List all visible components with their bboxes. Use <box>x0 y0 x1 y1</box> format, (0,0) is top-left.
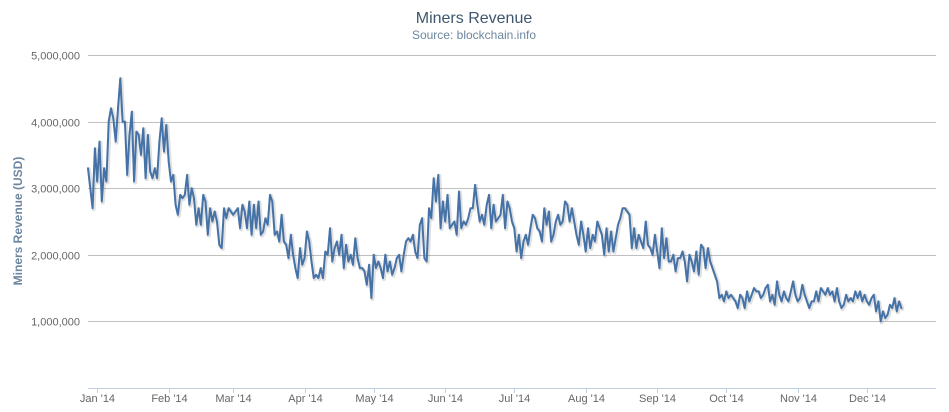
y-tick-label: 2,000,000 <box>31 251 80 263</box>
x-tick-label: Oct '14 <box>709 393 744 405</box>
y-tick-label: 3,000,000 <box>31 184 80 196</box>
x-tick-label: Dec '14 <box>849 393 886 405</box>
x-tick-label: Sep '14 <box>639 393 676 405</box>
gridlines <box>88 55 936 322</box>
y-axis-label: Miners Revenue (USD) <box>11 157 25 286</box>
x-tick-label: Nov '14 <box>780 393 817 405</box>
y-tick-label: 4,000,000 <box>31 118 80 130</box>
x-tick-label: Aug '14 <box>568 393 605 405</box>
chart-subtitle: Source: blockchain.info <box>412 28 536 42</box>
x-tick-label: Jul '14 <box>499 393 530 405</box>
y-tick-label: 1,000,000 <box>31 317 80 329</box>
x-tick-label: Mar '14 <box>215 393 251 405</box>
series-group <box>87 77 905 325</box>
chart-title: Miners Revenue <box>416 10 533 27</box>
y-tick-label: 5,000,000 <box>31 51 80 63</box>
x-tick-label: Jan '14 <box>80 393 115 405</box>
x-tick-label: Apr '14 <box>288 393 323 405</box>
x-tick-label: Jun '14 <box>428 393 463 405</box>
y-axis-ticks: 1,000,000 2,000,000 3,000,000 4,000,000 5,00… <box>31 51 80 329</box>
series-line-miners-revenue[interactable] <box>87 77 903 323</box>
x-tick-label: Feb '14 <box>151 393 187 405</box>
x-tick-label: May '14 <box>355 393 393 405</box>
x-axis-ticks: Jan '14 Feb '14 Mar '14 Apr '14 May '14 Jun '… <box>80 388 886 405</box>
